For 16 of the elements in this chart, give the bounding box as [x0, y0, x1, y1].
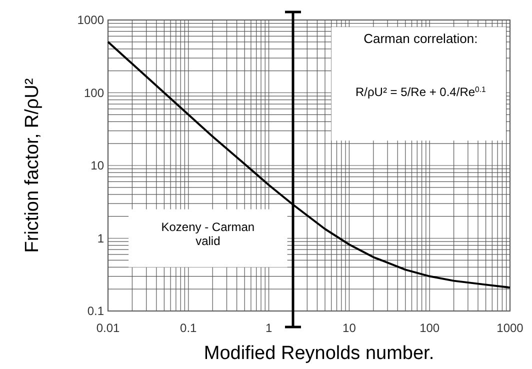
y-tick-label: 100 [84, 86, 104, 100]
x-axis-title: Modified Reynolds number. [204, 343, 434, 364]
x-tick-label: 100 [420, 321, 440, 335]
y-tick-label: 1000 [77, 13, 104, 27]
y-tick-label: 0.1 [87, 304, 104, 318]
annotation: Kozeny - Carman valid [161, 220, 255, 248]
y-axis-title: Friction factor, R/ρU² [22, 78, 43, 253]
y-tick-label: 10 [90, 158, 104, 172]
annotation: Carman correlation: [364, 31, 478, 46]
x-tick-label: 0.1 [180, 321, 198, 335]
x-tick-label: 0.01 [96, 321, 120, 335]
y-tick-label: 1 [97, 231, 104, 246]
x-tick-label: 1 [265, 321, 272, 335]
x-tick-label: 1000 [496, 321, 524, 335]
annotation: R/ρU² = 5/Re + 0.4/Re$^{0.1}$ [355, 84, 486, 100]
x-tick-label: 10 [342, 321, 356, 335]
